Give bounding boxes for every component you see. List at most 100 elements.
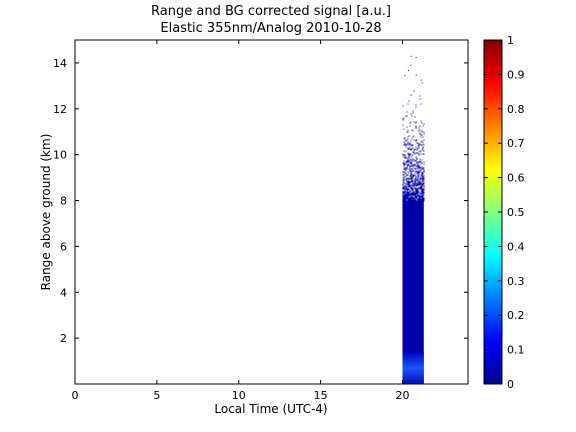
signal-speckle	[417, 178, 419, 180]
signal-speckle	[408, 194, 410, 196]
signal-speckle	[410, 193, 412, 195]
signal-speckle	[420, 187, 422, 189]
signal-speckle	[417, 176, 419, 178]
signal-speckle	[420, 183, 422, 185]
signal-speckle	[414, 172, 416, 174]
signal-speckle	[422, 176, 424, 178]
signal-speckle	[404, 191, 406, 193]
signal-speckle	[417, 184, 419, 186]
signal-speckle	[412, 158, 414, 160]
signal-speckle	[414, 181, 416, 183]
signal-speckle	[406, 190, 408, 192]
signal-speckle	[414, 196, 416, 198]
signal-speckle	[417, 198, 419, 200]
signal-speckle	[403, 141, 405, 143]
signal-speckle	[420, 103, 422, 105]
signal-speckle	[409, 194, 411, 196]
signal-speckle	[409, 178, 411, 180]
signal-speckle	[406, 168, 408, 170]
signal-speckle	[411, 144, 413, 146]
signal-speckle	[420, 192, 422, 194]
signal-speckle	[410, 198, 412, 200]
signal-speckle	[419, 167, 421, 169]
signal-speckle	[405, 157, 407, 159]
signal-speckle	[414, 153, 416, 155]
signal-speckle	[411, 184, 413, 186]
signal-speckle	[404, 164, 406, 166]
signal-speckle	[409, 182, 411, 184]
signal-speckle	[413, 165, 415, 167]
signal-speckle	[410, 153, 412, 155]
signal-speckle	[415, 122, 417, 124]
signal-speckle	[403, 199, 405, 201]
y-axis-label: Range above ground (km)	[39, 134, 53, 291]
signal-speckle	[407, 192, 409, 194]
signal-speckle	[420, 163, 422, 165]
signal-speckle	[418, 198, 420, 200]
signal-speckle	[420, 182, 422, 184]
y-tick-label: 4	[60, 286, 67, 299]
signal-speckle	[412, 197, 414, 199]
signal-speckle	[422, 175, 424, 177]
signal-speckle	[406, 183, 408, 185]
signal-speckle	[402, 184, 404, 186]
signal-speckle	[409, 142, 411, 144]
signal-speckle	[403, 160, 405, 162]
signal-speckle	[403, 185, 405, 187]
signal-speckle	[404, 171, 406, 173]
signal-speckle	[402, 119, 404, 121]
signal-speckle	[416, 190, 418, 192]
signal-speckle	[403, 117, 405, 119]
signal-speckle	[422, 168, 424, 170]
signal-speckle	[419, 177, 421, 179]
signal-speckle	[415, 199, 417, 201]
signal-speckle	[409, 148, 411, 150]
signal-speckle	[423, 170, 425, 172]
signal-speckle	[414, 116, 416, 118]
signal-speckle	[419, 98, 421, 100]
signal-speckle	[404, 194, 406, 196]
signal-speckle	[406, 200, 408, 202]
signal-speckle	[408, 143, 410, 145]
signal-speckle	[410, 121, 412, 123]
signal-speckle	[422, 183, 424, 185]
signal-speckle	[423, 175, 425, 177]
signal-speckle	[423, 163, 425, 165]
signal-speckle	[420, 188, 422, 190]
signal-speckle	[404, 189, 406, 191]
signal-speckle	[421, 144, 423, 146]
signal-speckle	[411, 115, 413, 117]
signal-speckle	[415, 194, 417, 196]
signal-speckle	[402, 195, 404, 197]
signal-speckle	[405, 188, 407, 190]
signal-speckle	[418, 127, 420, 129]
signal-speckle	[417, 147, 419, 149]
signal-speckle	[422, 178, 424, 180]
colorbar-tick-label: 1	[507, 34, 514, 47]
signal-speckle	[421, 186, 423, 188]
signal-speckle	[410, 165, 412, 167]
colorbar-tick-label: 0.9	[507, 68, 525, 81]
signal-speckle	[415, 168, 417, 170]
signal-outlier	[415, 74, 417, 76]
signal-speckle	[407, 158, 409, 160]
signal-speckle	[404, 195, 406, 197]
signal-speckle	[409, 166, 411, 168]
signal-speckle	[407, 103, 409, 105]
signal-speckle	[409, 154, 411, 156]
signal-speckle	[416, 197, 418, 199]
signal-speckle	[410, 177, 412, 179]
signal-speckle	[405, 161, 407, 163]
signal-speckle	[418, 194, 420, 196]
signal-speckle	[404, 188, 406, 190]
signal-speckle	[421, 200, 423, 202]
signal-speckle	[419, 193, 421, 195]
signal-speckle	[415, 187, 417, 189]
signal-speckle	[406, 191, 408, 193]
signal-speckle	[422, 167, 424, 169]
signal-speckle	[415, 171, 417, 173]
signal-speckle	[413, 185, 415, 187]
signal-speckle	[409, 175, 411, 177]
signal-speckle	[415, 191, 417, 193]
signal-speckle	[409, 190, 411, 192]
